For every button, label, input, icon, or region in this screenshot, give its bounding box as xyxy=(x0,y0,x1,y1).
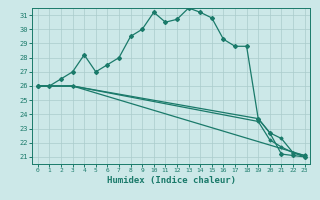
X-axis label: Humidex (Indice chaleur): Humidex (Indice chaleur) xyxy=(107,176,236,185)
